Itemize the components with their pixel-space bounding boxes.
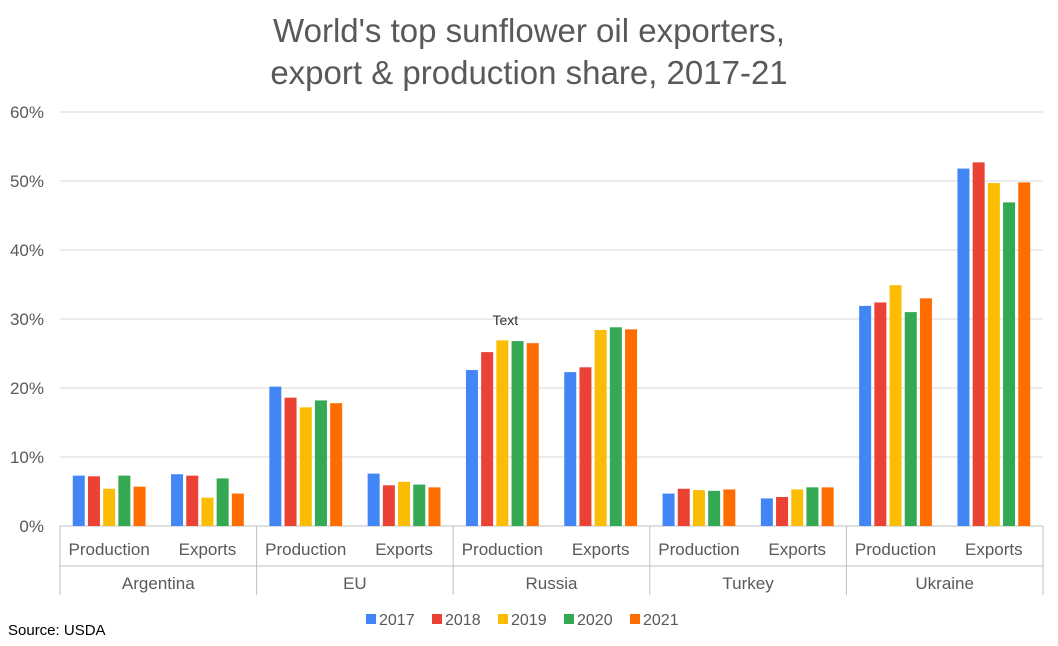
group-label: Ukraine bbox=[915, 574, 974, 593]
bar-2021 bbox=[133, 486, 146, 526]
bar-2021 bbox=[231, 493, 244, 526]
bar-2018 bbox=[776, 497, 789, 526]
legend-swatch-2020 bbox=[564, 614, 574, 624]
bar-2020 bbox=[708, 490, 721, 526]
bar-2019 bbox=[791, 489, 804, 526]
bar-2019 bbox=[103, 488, 116, 526]
bar-2020 bbox=[904, 312, 917, 526]
category-label: Exports bbox=[375, 540, 433, 559]
chart-annotation: Text bbox=[493, 312, 519, 328]
legend-swatch-2017 bbox=[366, 614, 376, 624]
category-label: Exports bbox=[965, 540, 1023, 559]
bar-2017 bbox=[171, 474, 184, 526]
bar-2021 bbox=[625, 329, 638, 526]
bar-2021 bbox=[723, 489, 736, 526]
bar-2020 bbox=[511, 341, 524, 526]
bar-2019 bbox=[692, 490, 705, 526]
bar-2018 bbox=[481, 352, 494, 526]
group-label: Argentina bbox=[122, 574, 195, 593]
bar-2021 bbox=[1018, 182, 1031, 526]
bar-2020 bbox=[413, 484, 426, 526]
bar-2017 bbox=[72, 475, 85, 526]
bar-2017 bbox=[564, 372, 577, 526]
bar-2017 bbox=[465, 370, 478, 526]
bar-2017 bbox=[662, 493, 675, 526]
group-label: Russia bbox=[526, 574, 579, 593]
category-label: Exports bbox=[768, 540, 826, 559]
bar-2018 bbox=[579, 367, 592, 526]
legend-swatch-2018 bbox=[432, 614, 442, 624]
bar-2019 bbox=[987, 183, 1000, 526]
bar-2017 bbox=[269, 386, 282, 526]
bar-2017 bbox=[859, 305, 872, 526]
group-label: Turkey bbox=[722, 574, 774, 593]
bar-2018 bbox=[87, 476, 100, 526]
category-label: Production bbox=[658, 540, 739, 559]
legend-label: 2021 bbox=[643, 612, 679, 629]
bar-2019 bbox=[594, 330, 607, 526]
bar-2020 bbox=[1003, 202, 1016, 526]
bar-2021 bbox=[821, 487, 834, 526]
y-tick-label: 50% bbox=[10, 172, 44, 191]
y-tick-label: 10% bbox=[10, 448, 44, 467]
y-tick-label: 30% bbox=[10, 310, 44, 329]
bar-2017 bbox=[957, 168, 970, 526]
y-tick-label: 20% bbox=[10, 379, 44, 398]
bar-2018 bbox=[677, 488, 690, 526]
bar-2021 bbox=[526, 343, 539, 526]
y-tick-label: 40% bbox=[10, 241, 44, 260]
category-label: Production bbox=[462, 540, 543, 559]
bar-2021 bbox=[919, 298, 932, 526]
y-tick-label: 0% bbox=[19, 517, 44, 536]
category-label: Exports bbox=[179, 540, 237, 559]
category-label: Production bbox=[69, 540, 150, 559]
legend-swatch-2021 bbox=[630, 614, 640, 624]
bar-2019 bbox=[398, 481, 411, 526]
bar-2021 bbox=[428, 487, 441, 526]
legend-label: 2017 bbox=[379, 612, 415, 629]
category-label: Production bbox=[855, 540, 936, 559]
legend-swatch-2019 bbox=[498, 614, 508, 624]
source-note: Source: USDA bbox=[8, 622, 106, 639]
bar-2018 bbox=[186, 475, 199, 526]
legend-label: 2020 bbox=[577, 612, 613, 629]
bar-2019 bbox=[496, 340, 509, 526]
chart-title: World's top sunflower oil exporters, bbox=[273, 12, 785, 49]
bar-2020 bbox=[806, 487, 819, 526]
bar-2021 bbox=[330, 403, 343, 526]
bar-2020 bbox=[609, 327, 622, 526]
bar-2019 bbox=[201, 497, 214, 526]
bar-2019 bbox=[889, 285, 902, 526]
bar-2018 bbox=[874, 302, 887, 526]
legend-label: 2018 bbox=[445, 612, 481, 629]
bar-2020 bbox=[216, 478, 229, 526]
category-label: Exports bbox=[572, 540, 630, 559]
legend-label: 2019 bbox=[511, 612, 547, 629]
bar-2017 bbox=[760, 498, 773, 526]
y-tick-label: 60% bbox=[10, 103, 44, 122]
bar-2018 bbox=[382, 485, 395, 526]
bar-2020 bbox=[314, 400, 327, 526]
bar-2018 bbox=[972, 162, 985, 526]
chart-subtitle: export & production share, 2017-21 bbox=[270, 54, 788, 91]
bar-2019 bbox=[299, 407, 312, 526]
bar-2017 bbox=[367, 473, 380, 526]
bar-2020 bbox=[118, 475, 131, 526]
bar-2018 bbox=[284, 397, 297, 526]
category-label: Production bbox=[265, 540, 346, 559]
group-label: EU bbox=[343, 574, 367, 593]
